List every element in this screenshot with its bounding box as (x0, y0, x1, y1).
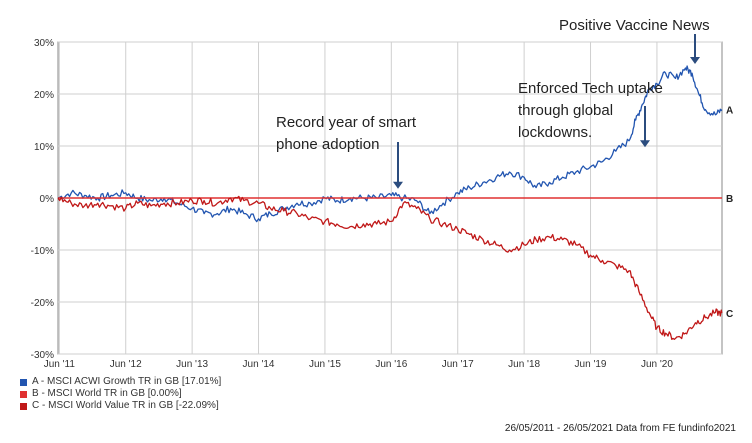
annotation-text: Record year of smart (276, 114, 417, 131)
x-tick-label: Jun '16 (375, 359, 407, 370)
x-tick-label: Jun '15 (309, 359, 341, 370)
annotation-arrow-head (640, 140, 650, 148)
legend-swatch-c (20, 402, 27, 410)
annotation-text: phone adoption (276, 136, 379, 153)
date-range-footer: 26/05/2011 - 26/05/2021 Data from FE fun… (504, 423, 736, 434)
legend-item-a: A - MSCI ACWI Growth TR in GB [17.01%] (20, 376, 221, 388)
annotation-arrow-head (690, 57, 700, 64)
x-tick-label: Jun '13 (176, 359, 208, 370)
y-tick-label: 30% (34, 38, 54, 49)
x-tick-label: Jun '20 (641, 359, 673, 370)
series-end-label-b: B (726, 194, 733, 205)
y-tick-label: -10% (31, 246, 54, 257)
legend-swatch-b (20, 390, 27, 398)
y-tick-label: 0% (40, 194, 55, 205)
series-lines (57, 65, 723, 341)
annotation-text: lockdowns. (518, 124, 592, 141)
annotations: Positive Vaccine News Enforced Tech uptak… (276, 17, 710, 189)
legend-label-a: A - MSCI ACWI Growth TR in GB [17.01%] (32, 376, 222, 387)
x-tick-label: Jun '11 (44, 359, 76, 370)
x-tick-label: Jun '18 (508, 359, 540, 370)
legend: A - MSCI ACWI Growth TR in GB [17.01%] B… (20, 376, 221, 412)
series-end-label-c: C (726, 309, 733, 320)
x-tick-label: Jun '12 (110, 359, 142, 370)
axes: 30% 20% 10% 0% -10% -20% -30%Jun '11 Jun '12 Jun… (31, 38, 734, 370)
y-tick-label: -30% (31, 350, 54, 361)
series-line-c (57, 195, 723, 341)
legend-item-b: B - MSCI World TR in GB [0.00%] (20, 388, 221, 400)
y-tick-label: 20% (34, 90, 54, 101)
annotation-text: Enforced Tech uptake (518, 80, 663, 97)
annotation-text: Positive Vaccine News (559, 17, 710, 34)
annotation-text: through global (518, 102, 613, 119)
x-tick-label: Jun '19 (575, 359, 607, 370)
x-tick-label: Jun '14 (243, 359, 275, 370)
legend-label-b: B - MSCI World TR in GB [0.00%] (32, 388, 182, 399)
annotation-arrow-head (393, 181, 403, 189)
legend-item-c: C - MSCI World Value TR in GB [-22.09%] (20, 400, 221, 412)
legend-swatch-a (20, 378, 27, 386)
y-tick-label: 10% (34, 142, 54, 153)
x-tick-label: Jun '17 (442, 359, 474, 370)
y-tick-label: -20% (31, 298, 54, 309)
series-end-label-a: A (726, 106, 733, 117)
legend-label-c: C - MSCI World Value TR in GB [-22.09%] (32, 400, 219, 411)
